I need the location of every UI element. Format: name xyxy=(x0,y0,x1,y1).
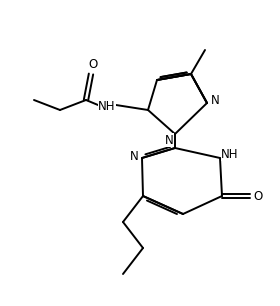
Text: N: N xyxy=(211,94,219,106)
Text: NH: NH xyxy=(221,147,239,161)
Text: O: O xyxy=(253,189,263,203)
Text: O: O xyxy=(88,58,98,70)
Text: N: N xyxy=(130,150,138,162)
Text: NH: NH xyxy=(98,99,116,113)
Text: N: N xyxy=(165,133,173,147)
